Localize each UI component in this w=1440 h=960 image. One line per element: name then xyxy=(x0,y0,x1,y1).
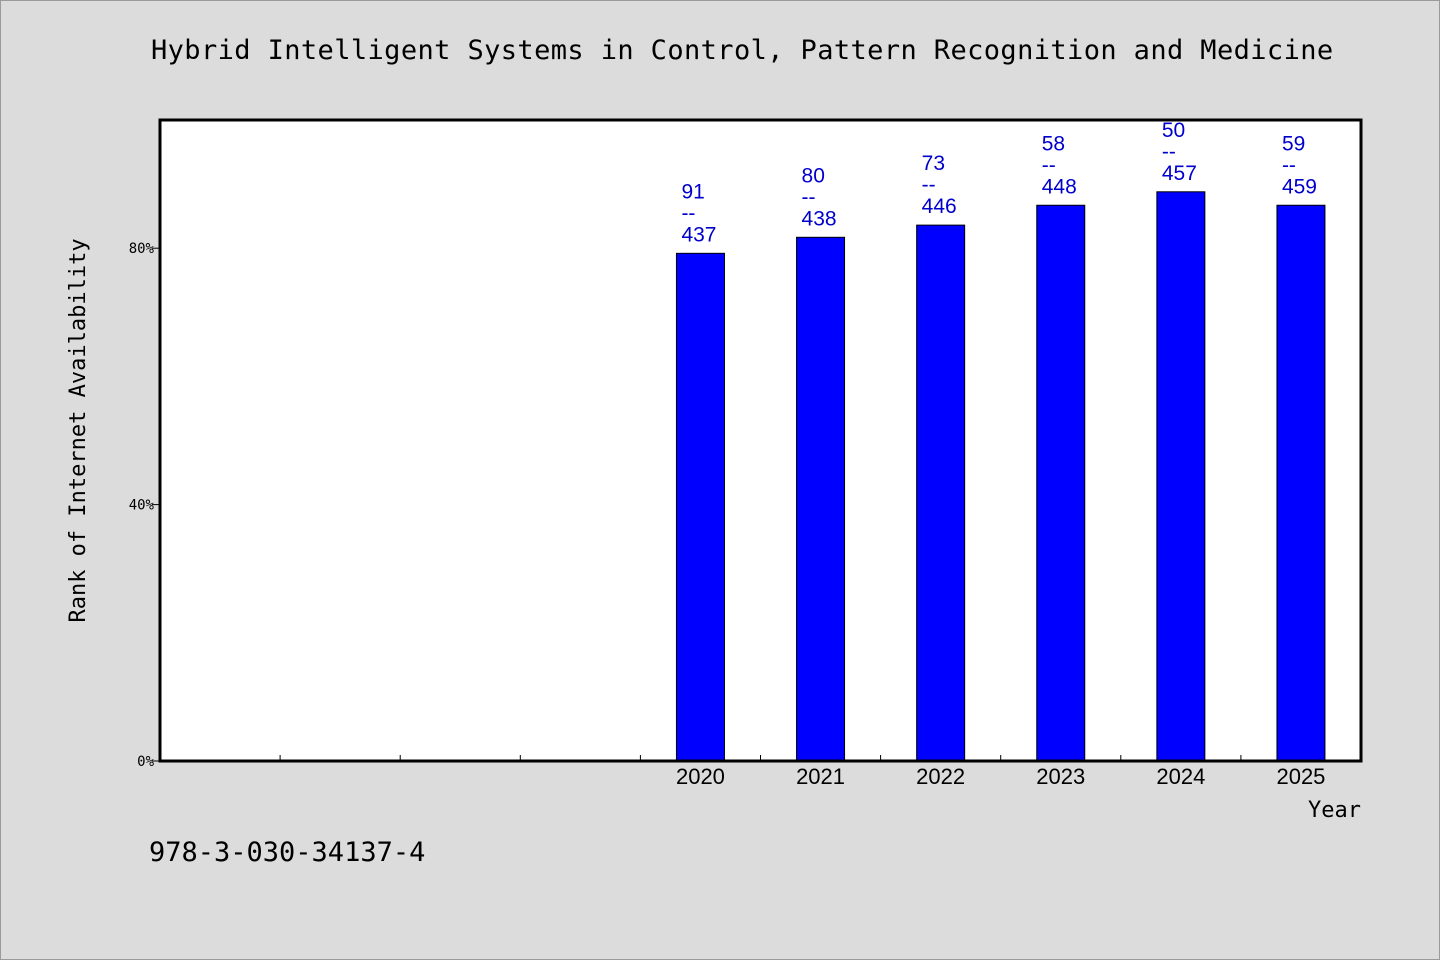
x-tick-label-2020: 2020 xyxy=(676,764,725,789)
x-tick-label-2022: 2022 xyxy=(916,764,965,789)
bar-2021 xyxy=(796,236,846,762)
y-tick-label: 40% xyxy=(129,498,155,514)
x-axis-ticks: 2020 2021 2022 2023 2024 2025 xyxy=(279,755,1325,789)
bar-data-label-2025: 59 --459 xyxy=(1282,132,1317,198)
x-axis-title: Year xyxy=(1308,798,1361,823)
x-tick-label-2025: 2025 xyxy=(1276,764,1325,789)
x-tick-label-2023: 2023 xyxy=(1036,764,1085,789)
bar-data-label-2021: 80 --438 xyxy=(802,164,837,230)
bar-labels-group: 91 --437 80 --438 73 --446 58 --448 50 --457 59 --4… xyxy=(681,119,1317,247)
x-tick-label-2021: 2021 xyxy=(796,764,845,789)
bar-2020 xyxy=(675,252,725,762)
bar-data-label-2023: 58 --448 xyxy=(1042,132,1077,198)
bar-2025 xyxy=(1276,204,1326,762)
isbn-label: 978-3-030-34137-4 xyxy=(149,837,426,868)
bar-data-label-2022: 73 --446 xyxy=(922,152,957,218)
y-axis-ticks: 0% 40% 80% xyxy=(129,241,160,770)
y-tick-label: 80% xyxy=(129,241,155,257)
bar-data-label-2020: 91 --437 xyxy=(681,180,716,246)
y-axis-title: Rank of Internet Availability xyxy=(66,238,91,622)
bar-data-label-2024: 50 --457 xyxy=(1162,119,1197,185)
x-tick-label-2024: 2024 xyxy=(1156,764,1205,789)
bar-2024 xyxy=(1156,191,1206,762)
bar-2022 xyxy=(916,224,966,762)
y-tick-label: 0% xyxy=(137,754,154,770)
chart-title: Hybrid Intelligent Systems in Control, P… xyxy=(151,35,1334,66)
bar-2023 xyxy=(1036,204,1086,762)
plot-border xyxy=(158,118,1363,763)
bars-group xyxy=(675,191,1326,762)
